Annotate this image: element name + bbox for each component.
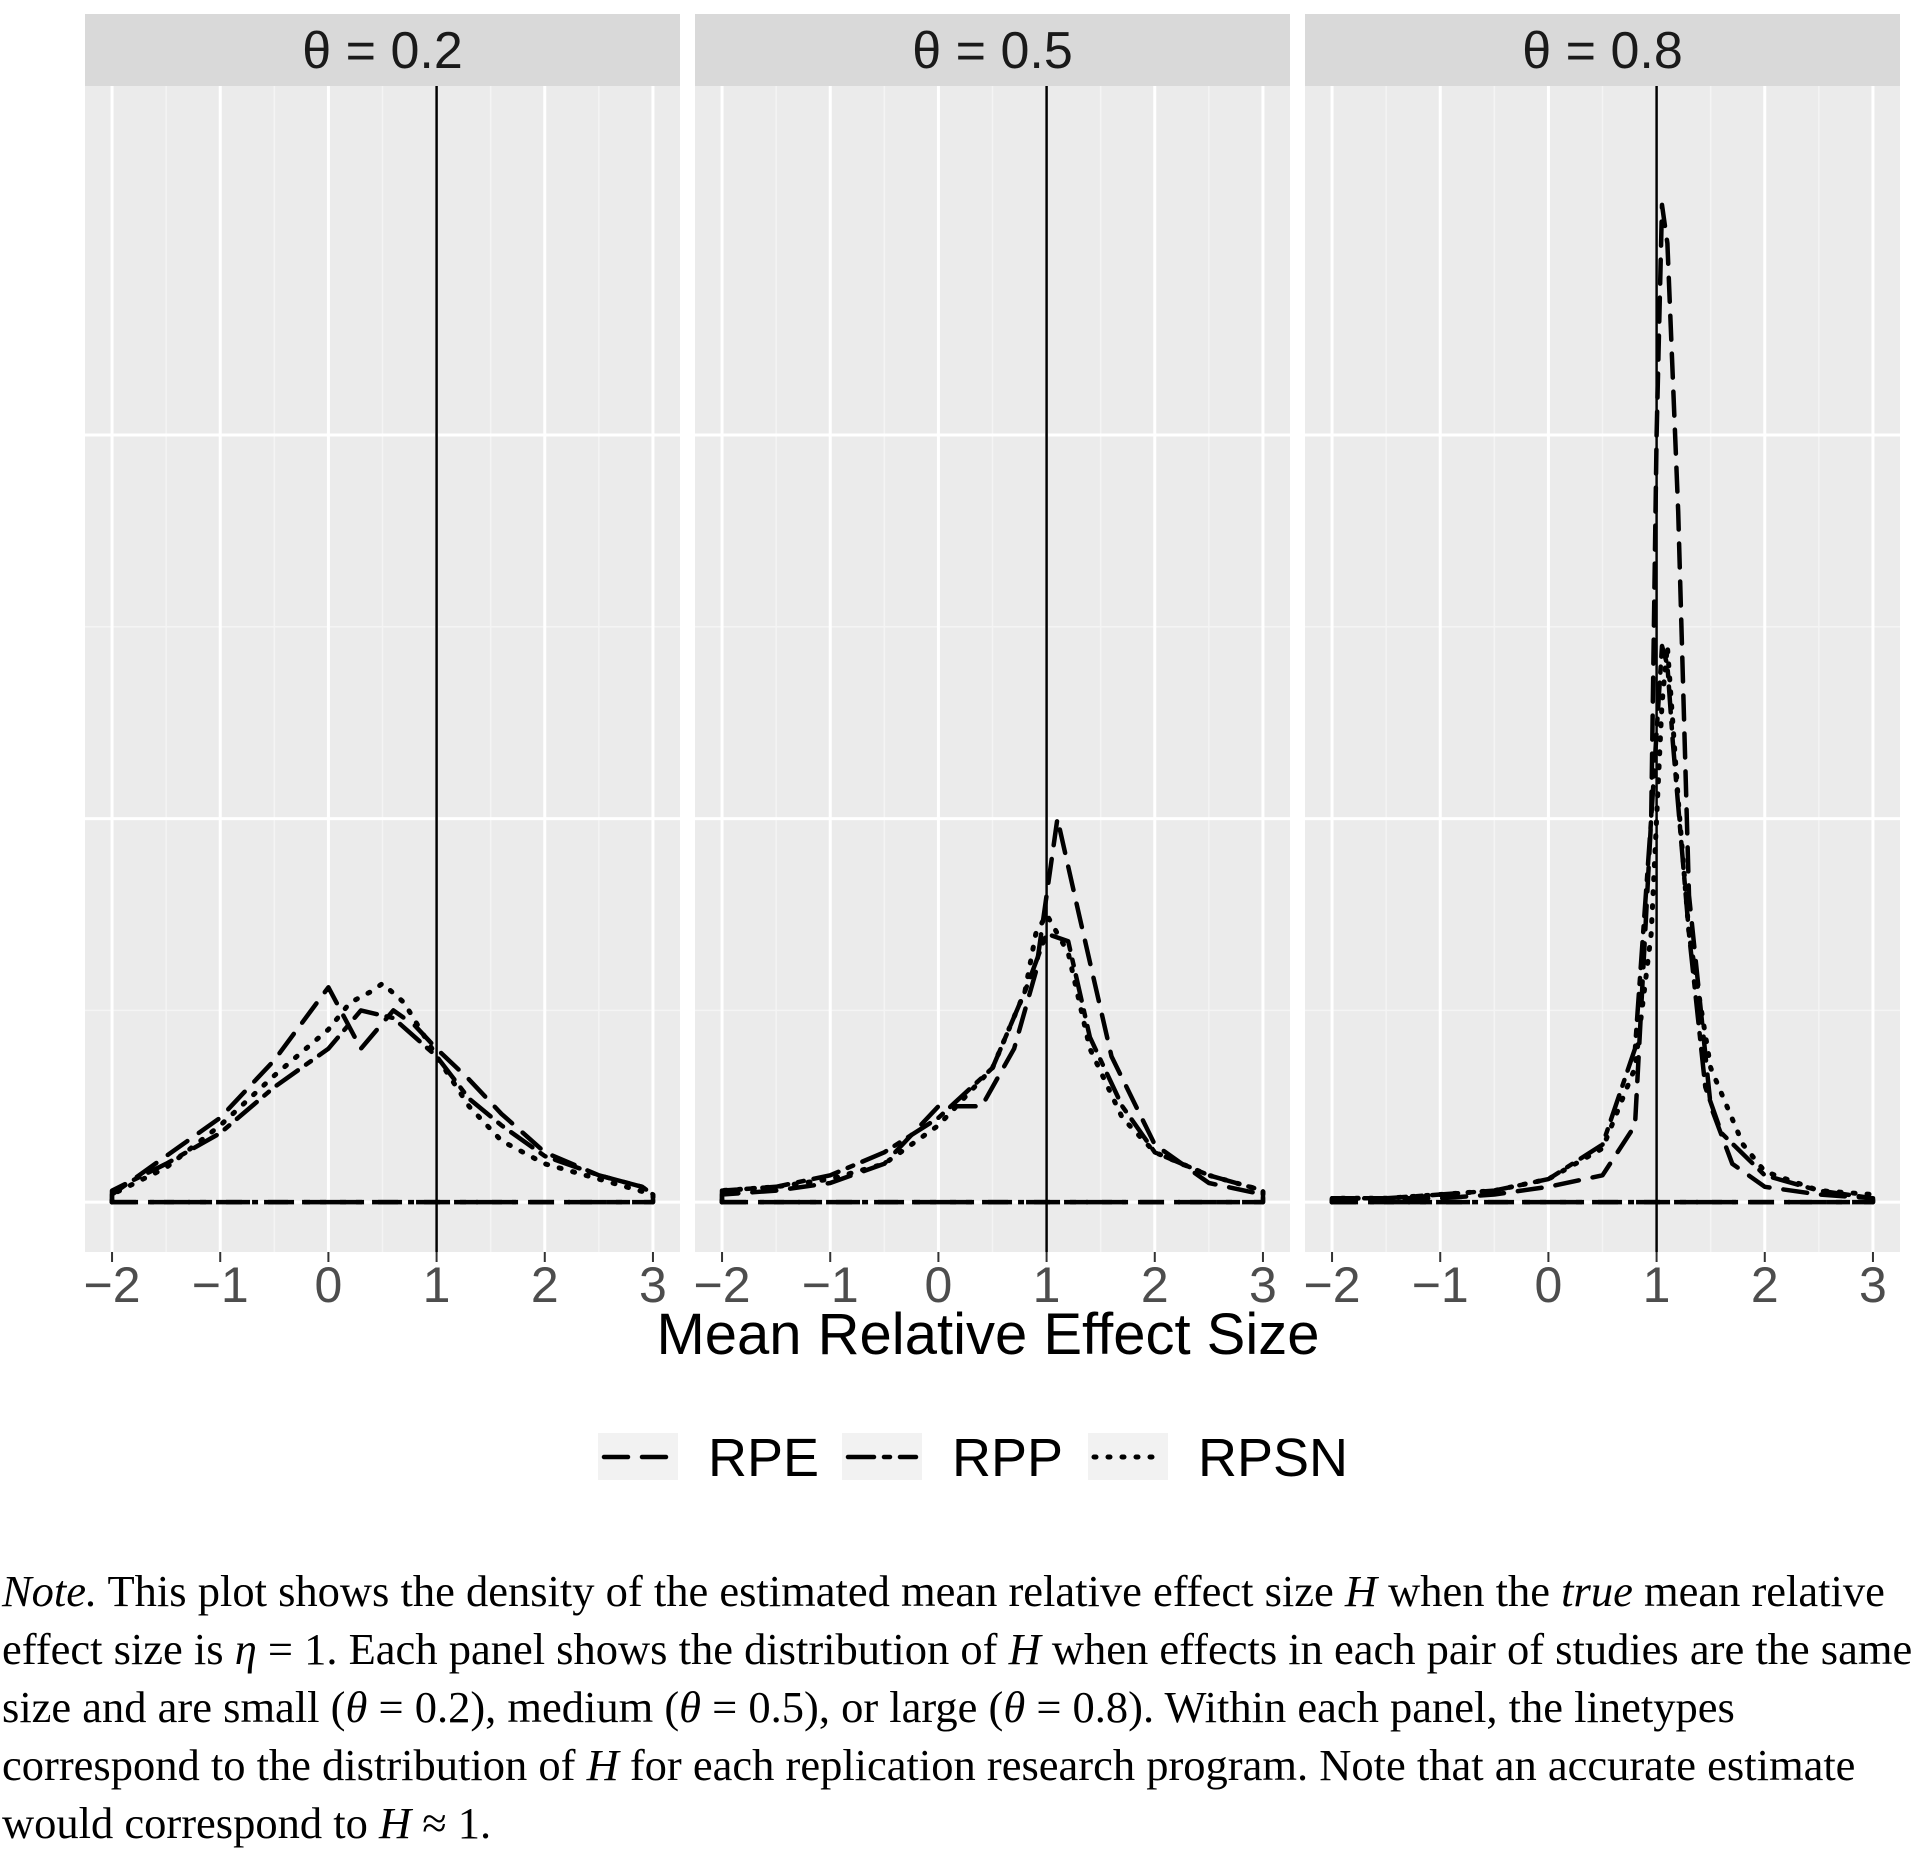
x-tick-label: 1 — [1033, 1257, 1061, 1313]
x-tick-label: −2 — [1304, 1257, 1361, 1313]
density-line-rpe — [1329, 202, 1876, 1205]
x-tick-label: 3 — [1249, 1257, 1277, 1313]
facet-panels: θ = 0.2−2 −1 0 1 2 3θ = 0.5−2 −1 0 1 2 3θ = 0.8−2−… — [84, 14, 1900, 1313]
x-tick-label: 2 — [531, 1257, 559, 1313]
legend-key — [1088, 1433, 1168, 1480]
x-tick-label: 0 — [925, 1257, 953, 1313]
x-tick-label: 3 — [639, 1257, 667, 1313]
panel-2: θ = 0.5 −2 −1 0 1 2 3 — [694, 14, 1290, 1313]
density-facet-chart: θ = 0.2−2 −1 0 1 2 3θ = 0.5−2 −1 0 1 2 3θ = 0.8−2−… — [84, 14, 1900, 1480]
x-tick-label: −1 — [1412, 1257, 1469, 1313]
legend-label: RPSN — [1198, 1428, 1348, 1480]
x-tick-label: −2 — [694, 1257, 751, 1313]
legend-item-rpp: RPP — [842, 1428, 1063, 1480]
x-tick-label: 0 — [1535, 1257, 1563, 1313]
strip-header — [85, 14, 680, 86]
x-tick-label: −1 — [802, 1257, 859, 1313]
x-tick-label: 2 — [1141, 1257, 1169, 1313]
x-tick-label: 0 — [315, 1257, 343, 1313]
density-line-rpe — [109, 985, 656, 1205]
figure-note: Note. This plot shows the density of the… — [2, 1562, 1917, 1852]
panel-3: θ = 0.8 −2 −1 0 1 2 3 — [1304, 14, 1900, 1313]
legend-item-rpe: RPE — [598, 1428, 819, 1480]
density-line-rpp — [719, 931, 1266, 1205]
panel-1: θ = 0.2 −2 −1 0 1 2 3 — [84, 14, 680, 1313]
x-tick-label: 1 — [1643, 1257, 1671, 1313]
note-paragraph: Note. This plot shows the density of the… — [2, 1566, 1913, 1848]
x-tick-label: 2 — [1751, 1257, 1779, 1313]
x-tick-label: −1 — [192, 1257, 249, 1313]
strip-label: θ = 0.2 — [302, 22, 462, 80]
x-tick-label: 1 — [423, 1257, 451, 1313]
density-line-rpsn — [1329, 643, 1876, 1205]
note-prefix: Note. — [2, 1566, 98, 1616]
density-line-rpsn — [109, 981, 656, 1205]
legend-item-rpsn: RPSN — [1088, 1428, 1348, 1480]
x-axis-title: Mean Relative Effect Size — [656, 1302, 1319, 1367]
strip-label: θ = 0.5 — [912, 22, 1072, 80]
legend-label: RPP — [952, 1428, 1063, 1480]
density-line-rpp — [109, 1008, 656, 1205]
legend: RPE RPP RPSN — [598, 1428, 1348, 1480]
x-tick-label: 3 — [1859, 1257, 1887, 1313]
strip-label: θ = 0.8 — [1522, 22, 1682, 80]
legend-label: RPE — [708, 1428, 819, 1480]
density-line-rpsn — [719, 912, 1266, 1205]
x-tick-label: −2 — [84, 1257, 141, 1313]
strip-header — [695, 14, 1290, 86]
strip-header — [1305, 14, 1900, 86]
